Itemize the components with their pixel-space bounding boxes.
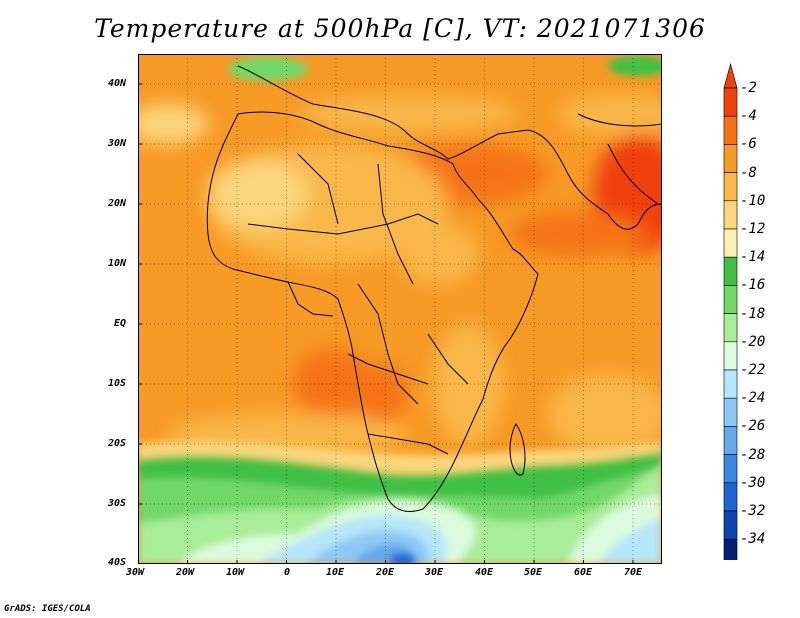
axis-ticks [138,83,634,564]
colorbar-swatch [723,538,738,560]
colorbar-label: -30 [740,474,766,491]
colorbar-label: -22 [740,362,766,378]
temperature-field [138,54,662,564]
lon-label-30w: 30W [126,567,145,578]
colorbar-label: -6 [740,136,757,153]
colorbar-swatch [723,144,738,173]
colorbar-label: -24 [740,390,766,407]
colorbar-label: -34 [740,531,766,548]
colorbar-label: -12 [740,221,766,237]
lat-label-20s: 20S [108,438,127,449]
colorbar-label: -2 [740,80,757,96]
map-title: Temperature at 500hPa [C], VT: 202107130… [94,14,706,43]
lon-label-20w: 20W [176,567,195,578]
colorbar-swatch [723,426,738,455]
colorbar-label: -18 [740,305,766,322]
colorbar-label: -32 [740,503,766,519]
lat-label-30s: 30S [108,498,127,509]
lon-label-60e: 60E [574,567,593,578]
coastlines [206,65,662,512]
lat-label-eq: EQ [114,318,127,329]
temperature-map [138,54,662,564]
colorbar-label: -14 [740,249,766,266]
lat-label-10s: 10S [108,378,127,389]
lon-label-30e: 30E [425,567,444,578]
colorbar-swatch [723,115,738,145]
colorbar-label: -10 [740,192,766,209]
colorbar [723,62,738,560]
lon-label-0: 0 [284,567,291,578]
lon-label-10w: 10W [226,567,245,578]
colorbar-swatch [723,87,738,117]
colorbar-label: -28 [740,446,766,463]
colorbar-label: -20 [740,333,766,350]
colorbar-swatch [723,172,738,202]
lon-label-70e: 70E [624,567,643,578]
lat-label-20n: 20N [108,198,127,209]
lat-label-30n: 30N [108,138,127,149]
colorbar-label: -8 [740,164,757,181]
lat-label-10n: 10N [108,258,127,269]
colorbar-label: -4 [740,108,757,125]
grid-lines [138,54,662,564]
colorbar-swatch [723,341,738,371]
lon-label-50e: 50E [524,567,543,578]
colorbar-swatch [723,510,738,540]
lon-label-10e: 10E [326,567,345,578]
lat-label-40s: 40S [108,557,127,568]
lon-label-40e: 40E [475,567,494,578]
colorbar-swatch [723,369,738,399]
colorbar-label: -26 [740,418,766,435]
colorbar-swatch [723,482,738,512]
lat-label-40n: 40N [108,78,127,89]
lon-label-20e: 20E [376,567,395,578]
colorbar-swatch [723,313,738,343]
colorbar-label: -16 [740,277,766,294]
colorbar-swatch [723,256,738,286]
colorbar-max-arrow [723,62,738,89]
map-frame [138,54,662,564]
colorbar-swatch [723,285,738,314]
grads-credit: GrADS: IGES/COLA [4,604,91,614]
colorbar-swatch [723,454,738,484]
colorbar-swatch [723,397,738,427]
colorbar-swatch [723,228,738,258]
colorbar-swatch [723,200,738,230]
